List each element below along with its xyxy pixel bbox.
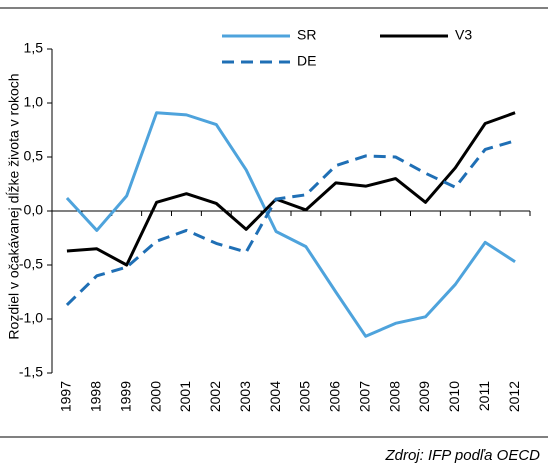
x-tick-label: 2005 [297, 381, 313, 412]
x-tick-label: 2009 [416, 381, 432, 412]
x-tick-label: 2003 [237, 381, 253, 412]
y-tick-label: -0,5 [19, 256, 43, 272]
x-tick-label: 1999 [117, 381, 133, 412]
legend-label: V3 [455, 27, 472, 43]
x-tick-label: 2002 [207, 381, 223, 412]
y-tick-label: 1,5 [24, 40, 44, 56]
series-line [65, 111, 516, 338]
source: Zdroj: IFP podľa OECD [384, 447, 540, 464]
series-line [65, 139, 516, 307]
x-tick-label: 1998 [88, 381, 104, 412]
y-tick-label: 1,0 [24, 94, 44, 110]
legend-label: DE [297, 53, 316, 69]
x-tick-label: 1997 [58, 381, 74, 412]
y-tick-label: 0,5 [24, 148, 44, 164]
y-tick-label: 0,0 [24, 202, 44, 218]
x-tick-label: 2000 [147, 381, 163, 412]
y-tick-label: -1,5 [19, 364, 43, 380]
x-tick-label: 2006 [327, 381, 343, 412]
y-axis-title: Rozdiel v očakávanej dĺžke života v roko… [5, 73, 22, 340]
x-tick-label: 2011 [476, 381, 492, 411]
x-tick-label: 2001 [177, 381, 193, 412]
legend-label: SR [297, 27, 316, 43]
series-line [66, 111, 516, 267]
x-tick-label: 2007 [356, 381, 372, 412]
x-tick-label: 2010 [446, 381, 462, 412]
x-tick-label: 2012 [506, 381, 522, 412]
y-tick-label: -1,0 [19, 310, 43, 326]
x-tick-label: 2008 [386, 381, 402, 412]
x-tick-label: 2004 [267, 381, 283, 412]
